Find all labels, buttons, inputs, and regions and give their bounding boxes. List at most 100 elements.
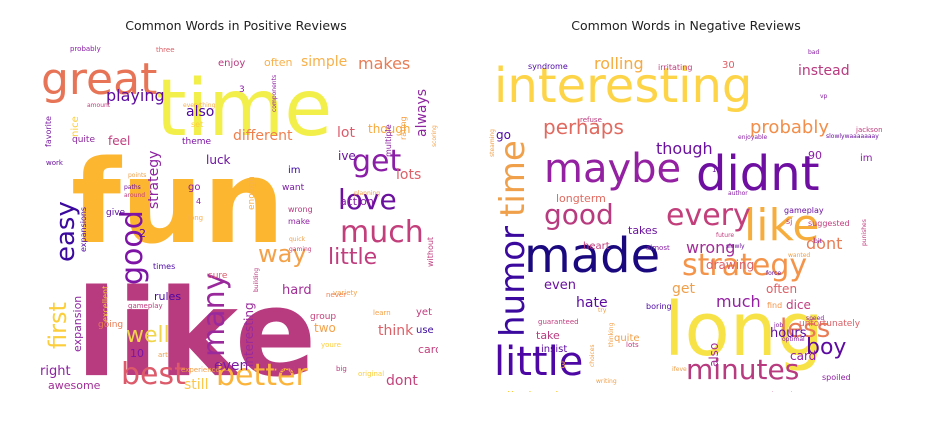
negative-wordcloud: long interesting made maybe didnt like little h… bbox=[486, 37, 888, 392]
positive-word-awesome: awesome bbox=[48, 379, 101, 392]
positive-word-easy: easy bbox=[51, 201, 81, 262]
negative-word-hours: hours bbox=[770, 326, 807, 341]
negative-word-go: go bbox=[496, 128, 511, 142]
positive-word-building: building bbox=[253, 268, 260, 292]
positive-word-quick: quick bbox=[289, 236, 306, 243]
positive-word-enough: enough bbox=[247, 176, 257, 210]
positive-word-even: even bbox=[214, 358, 248, 374]
negative-word-gameplay: gameplay bbox=[784, 206, 824, 215]
positive-word-around: around bbox=[124, 192, 145, 199]
positive-word-excellent: excellent bbox=[101, 286, 110, 322]
positive-word-strategy: strategy bbox=[146, 151, 162, 209]
negative-word-slowlywaaaaaaay: slowlywaaaaaaay bbox=[826, 133, 879, 140]
positive-word-rating: rating bbox=[399, 116, 408, 140]
negative-word-syndrome: syndrome bbox=[528, 62, 568, 71]
negative-word-drawing: drawing bbox=[706, 258, 754, 272]
positive-word-art: art bbox=[158, 351, 168, 359]
negative-word-little: little bbox=[494, 339, 583, 385]
negative-word-dice: dice bbox=[786, 298, 811, 312]
negative-word-though: though bbox=[656, 139, 713, 158]
negative-word-develops: develops bbox=[816, 391, 852, 392]
positive-word-way: way bbox=[258, 240, 307, 268]
positive-word-different: different bbox=[233, 128, 293, 144]
negative-word-every: every bbox=[666, 198, 751, 233]
positive-word-still: still bbox=[184, 377, 208, 392]
positive-word-yet: yet bbox=[416, 307, 432, 318]
positive-word-nice: nice bbox=[70, 116, 81, 137]
positive-word-probably: probably bbox=[70, 45, 101, 53]
negative-word-takes: takes bbox=[628, 224, 658, 237]
negative-word-speed: speed bbox=[806, 315, 824, 322]
negative-word-sj: sj bbox=[786, 217, 792, 226]
negative-word-force: force bbox=[766, 270, 781, 277]
positive-word-paths: paths bbox=[124, 184, 141, 191]
negative-word-strategy: strategy bbox=[682, 248, 807, 283]
positive-word-variety: variety bbox=[333, 289, 357, 297]
negative-word-refuse: refuse bbox=[580, 116, 602, 124]
negative-word-good: good bbox=[544, 198, 614, 231]
positive-word-expansion: expansion bbox=[71, 296, 84, 352]
positive-word-action: action bbox=[340, 195, 374, 208]
positive-word-set: set bbox=[191, 120, 203, 129]
positive-word-enjoy: enjoy bbox=[218, 58, 245, 69]
positive-reviews-panel: Common Words in Positive Reviews like fun… bbox=[28, 18, 444, 398]
positive-word-interesting: interesting bbox=[242, 302, 256, 367]
negative-word-choices: choices bbox=[589, 344, 596, 367]
negative-word-suggested: suggested bbox=[808, 219, 850, 228]
positive-word-much: much bbox=[340, 215, 424, 250]
negative-word-slowly: slowly bbox=[726, 243, 745, 250]
positive-word-lot: lot bbox=[337, 125, 355, 141]
negative-word-elimination: elimination bbox=[498, 390, 576, 392]
negative-word-humor: humor bbox=[493, 226, 533, 337]
negative-word-didnt: didnt bbox=[696, 146, 820, 202]
negative-word-job: job bbox=[773, 322, 783, 329]
positive-word-2: 2 bbox=[139, 227, 146, 240]
negative-word-card: card bbox=[790, 349, 816, 363]
positive-word-3: 3 bbox=[239, 85, 245, 95]
positive-word-card: card bbox=[418, 343, 438, 356]
negative-word-often: often bbox=[766, 282, 797, 296]
positive-word-need: need bbox=[273, 366, 296, 376]
negative-word-minutes: minutes bbox=[686, 353, 799, 386]
negative-word-take: take bbox=[536, 329, 560, 342]
positive-word-quite: quite bbox=[72, 135, 95, 145]
positive-word-without: without bbox=[426, 237, 435, 267]
positive-word-time: time bbox=[156, 64, 332, 154]
negative-word-3: 3 bbox=[560, 361, 566, 371]
positive-word-theme: theme bbox=[182, 137, 212, 147]
positive-word-10: 10 bbox=[130, 347, 144, 360]
positive-word-youre: youre bbox=[321, 341, 341, 349]
positive-chart-title: Common Words in Positive Reviews bbox=[125, 18, 347, 33]
positive-word-going: going bbox=[98, 320, 123, 330]
positive-word-get: get bbox=[352, 144, 402, 179]
positive-word-multiple: multiple bbox=[384, 124, 393, 157]
positive-word-im: im bbox=[288, 165, 301, 176]
positive-word-first: first bbox=[44, 302, 72, 349]
negative-word-spoiled: spoiled bbox=[822, 373, 851, 382]
negative-word-insist: insist bbox=[541, 344, 567, 355]
negative-word-unfortunately: unfortunately bbox=[799, 319, 861, 329]
positive-word-use: use bbox=[416, 325, 434, 336]
negative-word-steaming: steaming bbox=[489, 129, 496, 157]
negative-word-boy: boy bbox=[806, 335, 846, 360]
negative-word-author: author bbox=[728, 190, 748, 197]
positive-word-like: like bbox=[76, 265, 316, 392]
positive-word-feel: feel bbox=[108, 134, 130, 148]
negative-word-enjoyable: enjoyable bbox=[738, 134, 768, 141]
negative-word-future: future bbox=[716, 232, 734, 239]
positive-word-make: make bbox=[288, 217, 310, 226]
negative-word-maybe: maybe bbox=[544, 146, 681, 192]
positive-word-go: go bbox=[188, 182, 200, 193]
positive-word-learn: learn bbox=[373, 309, 391, 317]
negative-word-longterm: longterm bbox=[556, 192, 606, 205]
positive-word-dont: dont bbox=[386, 373, 418, 389]
negative-word-guaranteed: guaranteed bbox=[538, 318, 579, 326]
positive-word-simple: simple bbox=[301, 54, 347, 70]
positive-word-expansions: expansions bbox=[79, 207, 88, 252]
positive-word-4: 4 bbox=[196, 197, 201, 206]
negative-word-much: much bbox=[716, 292, 761, 311]
negative-word-bit: bit bbox=[814, 238, 822, 245]
negative-word-lots: lots bbox=[626, 341, 639, 349]
negative-word-less: less bbox=[780, 314, 830, 344]
